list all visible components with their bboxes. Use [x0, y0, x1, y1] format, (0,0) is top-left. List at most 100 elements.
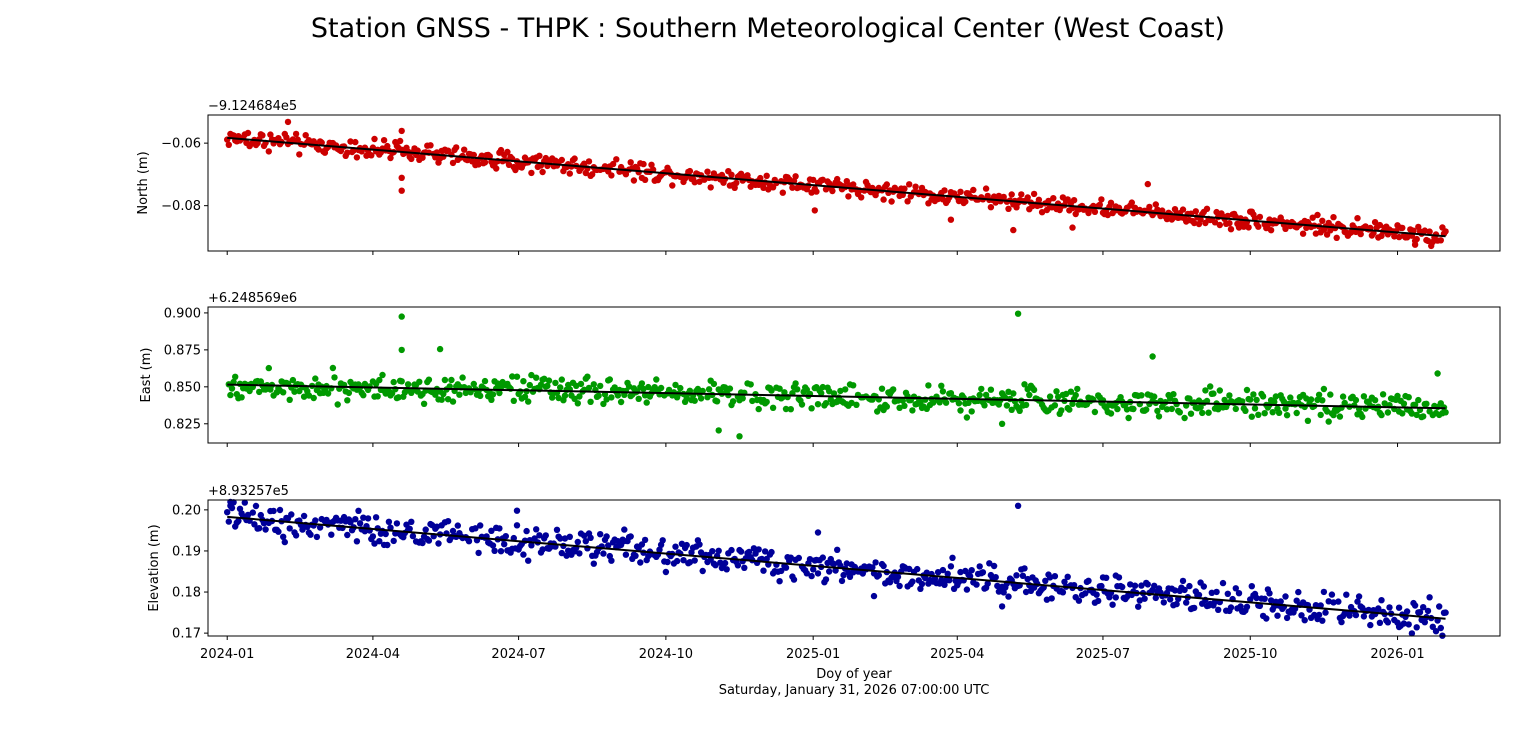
data-point [318, 139, 325, 146]
data-point [1360, 393, 1368, 400]
data-point [286, 525, 293, 532]
data-point [566, 170, 573, 177]
data-point [814, 570, 822, 577]
data-point [669, 182, 676, 189]
data-point [1109, 601, 1116, 608]
data-point [576, 393, 583, 400]
data-point [1003, 402, 1011, 409]
data-point [896, 582, 903, 590]
data-point [420, 400, 428, 407]
data-point [398, 378, 405, 385]
data-point [1355, 593, 1363, 600]
data-point [513, 373, 521, 380]
data-point [963, 586, 971, 593]
data-point [845, 193, 852, 200]
data-point [1261, 595, 1268, 602]
data-point [1403, 608, 1411, 615]
data-point [1357, 230, 1364, 238]
data-point [1359, 413, 1366, 421]
data-point [1152, 594, 1160, 602]
data-point [1232, 405, 1240, 413]
data-point [1267, 227, 1275, 234]
data-point [830, 390, 838, 397]
data-point [1098, 582, 1105, 590]
data-point [840, 571, 847, 579]
data-point [464, 156, 471, 164]
data-point [1005, 205, 1012, 212]
data-point-outlier [1149, 353, 1156, 360]
data-point [837, 387, 844, 395]
data-point [265, 364, 272, 372]
y-tick-label-north: −0.08 [161, 199, 201, 214]
data-point [581, 160, 588, 167]
data-point [1022, 401, 1030, 409]
data-point [465, 538, 473, 545]
data-point [1346, 612, 1353, 619]
data-point-outlier [398, 346, 405, 354]
data-point [1107, 199, 1115, 206]
data-point [1325, 418, 1332, 425]
data-point [1051, 402, 1059, 409]
data-point [296, 151, 303, 158]
data-point [645, 383, 652, 391]
data-point [230, 132, 237, 139]
data-point [709, 548, 716, 555]
data-point [1207, 383, 1214, 390]
data-point [491, 547, 498, 554]
data-point [419, 154, 426, 161]
data-point [737, 170, 745, 177]
data-point [1420, 604, 1427, 611]
data-point [528, 542, 535, 549]
data-point [1242, 407, 1249, 414]
data-point [1095, 597, 1102, 605]
data-point [454, 522, 461, 529]
data-point [1059, 589, 1067, 596]
data-point [425, 376, 433, 383]
data-point [1199, 409, 1206, 417]
data-point [880, 196, 887, 203]
data-point [1035, 196, 1043, 203]
data-point [328, 531, 335, 538]
data-point-outlier [621, 526, 628, 533]
data-point [641, 536, 649, 544]
data-point [1000, 589, 1007, 596]
data-point [1215, 606, 1222, 613]
data-point [393, 520, 401, 527]
data-point [745, 548, 753, 556]
data-point [396, 137, 404, 145]
data-point [673, 557, 681, 565]
data-point [1375, 605, 1382, 612]
data-point [539, 168, 546, 176]
data-point [307, 531, 314, 538]
data-point [986, 560, 993, 567]
data-point [536, 152, 543, 159]
data-point [632, 552, 639, 559]
data-point [1082, 590, 1089, 597]
data-point [1410, 227, 1417, 234]
data-point [355, 507, 362, 514]
data-point [1045, 197, 1052, 205]
data-point [826, 568, 833, 575]
data-point [528, 169, 535, 177]
data-point [544, 382, 551, 390]
data-point [496, 389, 503, 397]
data-point [1151, 582, 1158, 589]
data-point [904, 198, 911, 205]
data-point [1104, 211, 1112, 219]
data-point [1030, 190, 1038, 198]
data-point [497, 146, 505, 154]
data-point [1197, 216, 1204, 223]
data-point [582, 538, 589, 545]
data-point [1093, 591, 1100, 598]
data-point [627, 159, 634, 166]
data-point [1338, 618, 1345, 626]
data-point [1314, 396, 1321, 404]
data-point [1160, 599, 1168, 606]
data-point [1005, 593, 1012, 600]
data-point-outlier [1112, 572, 1120, 579]
data-point [627, 533, 634, 540]
data-point [244, 129, 252, 137]
data-point [505, 161, 513, 168]
data-point [701, 176, 708, 183]
data-point [1376, 221, 1384, 229]
